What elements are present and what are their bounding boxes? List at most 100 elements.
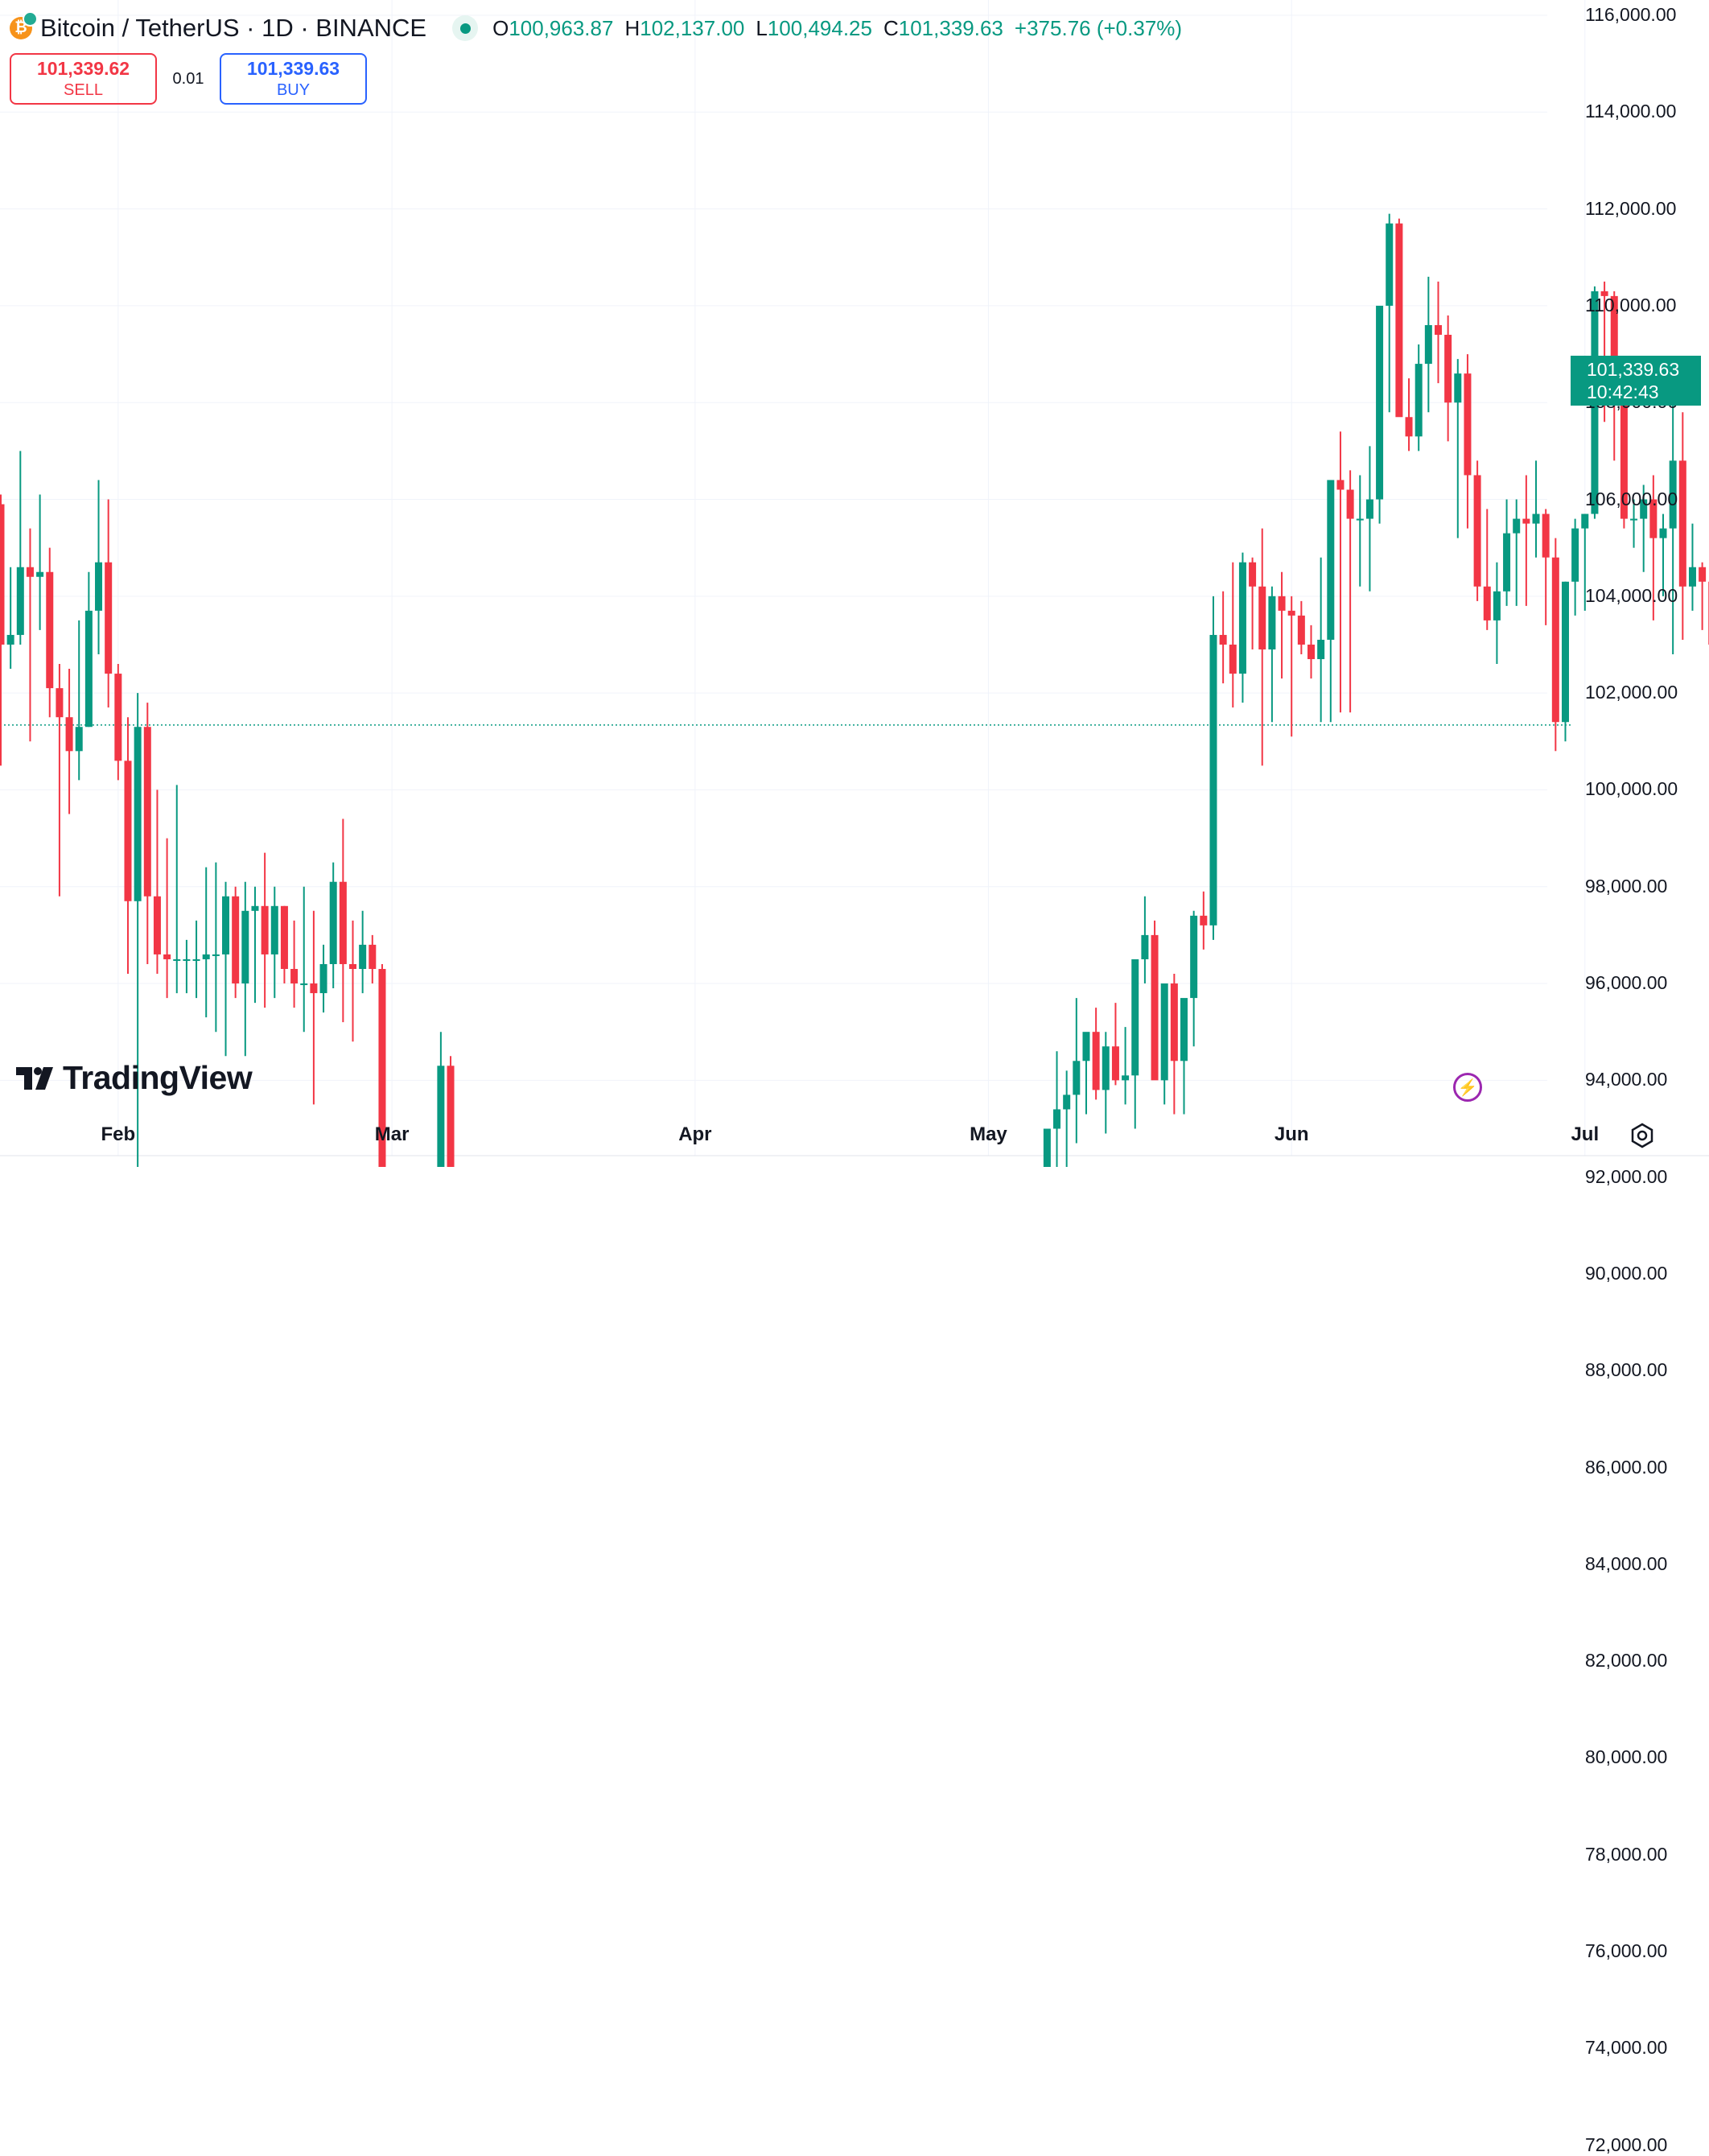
price-chart[interactable]: [0, 0, 1709, 1167]
candle: [1258, 528, 1266, 766]
candlestick-series: [0, 213, 1709, 1167]
candle: [270, 886, 278, 999]
candle-body: [1405, 417, 1413, 437]
candle: [124, 717, 132, 975]
price-tick-label: 96,000.00: [1585, 972, 1668, 994]
price-tick-label: 72,000.00: [1585, 2133, 1668, 2155]
candle: [359, 910, 367, 994]
candle-body: [310, 983, 318, 994]
candle-body: [0, 504, 5, 645]
candle: [56, 664, 64, 897]
price-tick-label: 86,000.00: [1585, 1456, 1668, 1478]
candle-body: [290, 968, 299, 984]
candle-body: [26, 567, 34, 577]
candle-body: [222, 896, 230, 954]
candle-body: [1258, 586, 1266, 649]
candle-body: [349, 963, 357, 969]
candle-body: [56, 688, 64, 718]
candle: [1131, 958, 1139, 1129]
candle: [251, 886, 259, 1004]
candle-body: [359, 944, 367, 969]
candle-body: [1170, 983, 1178, 1062]
candle: [1688, 523, 1696, 611]
candle: [1053, 1051, 1061, 1167]
candle-body: [1386, 223, 1394, 306]
candle-body: [1571, 528, 1579, 582]
candle-body: [241, 910, 249, 984]
market-status-icon[interactable]: [452, 15, 479, 41]
candle-body: [1669, 460, 1677, 529]
candle-body: [369, 944, 377, 969]
candle-body: [1659, 528, 1667, 538]
candle-body: [1620, 383, 1628, 519]
symbol-title[interactable]: Bitcoin / TetherUS · 1D · BINANCE: [40, 14, 427, 42]
buy-price: 101,339.63: [246, 58, 340, 79]
candle: [36, 494, 44, 630]
candle-body: [1581, 513, 1589, 529]
candle: [1082, 1032, 1090, 1115]
candle: [1571, 518, 1579, 616]
candle-body: [1444, 335, 1452, 403]
candle: [1454, 359, 1462, 538]
candle: [26, 528, 34, 742]
price-tick-label: 82,000.00: [1585, 1650, 1668, 1672]
candle: [1493, 562, 1501, 665]
sell-price: 101,339.62: [36, 58, 130, 79]
price-tick-label: 106,000.00: [1585, 488, 1678, 509]
candle: [1424, 276, 1432, 413]
candle: [163, 838, 171, 999]
candle: [339, 818, 347, 1023]
candle-body: [1600, 291, 1608, 296]
candle: [1444, 315, 1452, 442]
candle-body: [1424, 324, 1432, 365]
candle-body: [183, 958, 191, 961]
candle-body: [1473, 475, 1481, 587]
price-tick-label: 74,000.00: [1585, 2037, 1668, 2059]
tradingview-logo[interactable]: TradingView: [16, 1059, 253, 1097]
candle: [1200, 891, 1208, 950]
candle-body: [437, 1066, 445, 1167]
candle: [183, 939, 191, 994]
candle: [1160, 983, 1168, 1105]
candle: [1376, 305, 1384, 524]
candle-body: [36, 571, 44, 577]
candle: [1209, 596, 1217, 940]
candle-body: [134, 727, 142, 901]
candle: [65, 669, 73, 814]
candle: [437, 1032, 445, 1167]
candle: [1542, 509, 1550, 625]
candle-body: [1454, 373, 1462, 403]
candle-body: [378, 968, 386, 1167]
price-tick-label: 90,000.00: [1585, 1262, 1668, 1284]
bolt-icon[interactable]: ⚡: [1453, 1073, 1482, 1102]
last-price-value: 101,339.63: [1587, 359, 1680, 380]
bitcoin-icon: ₿: [10, 11, 38, 39]
candle-body: [1395, 223, 1403, 418]
price-tick-label: 100,000.00: [1585, 778, 1678, 800]
candle: [1503, 499, 1511, 606]
candle-body: [1415, 364, 1423, 437]
candle-body: [1063, 1094, 1071, 1110]
candle-body: [75, 727, 83, 752]
candle: [1346, 470, 1354, 713]
sell-button[interactable]: 101,339.62 SELL: [10, 53, 157, 105]
ohlc-legend: O100,963.87 H102,137.00 L100,494.25 C101…: [492, 16, 1182, 41]
candle-body: [202, 954, 210, 959]
time-tick-label: Mar: [374, 1123, 410, 1145]
trade-panel: 101,339.62 SELL 0.01 101,339.63 BUY: [10, 53, 367, 105]
candle-body: [1513, 518, 1521, 534]
buy-button[interactable]: 101,339.63 BUY: [220, 53, 367, 105]
candle-body: [1190, 915, 1198, 999]
candle: [310, 910, 318, 1105]
candle: [105, 499, 113, 708]
price-tick-label: 84,000.00: [1585, 1552, 1668, 1574]
gear-icon[interactable]: [1629, 1122, 1656, 1149]
candle-body: [1287, 610, 1295, 616]
candle-body: [1376, 305, 1384, 500]
candle: [1151, 920, 1159, 1081]
candle-body: [1649, 499, 1658, 538]
candle: [1268, 586, 1276, 723]
candle-body: [1610, 295, 1618, 384]
candle-body: [251, 905, 259, 911]
candle: [1513, 499, 1521, 606]
